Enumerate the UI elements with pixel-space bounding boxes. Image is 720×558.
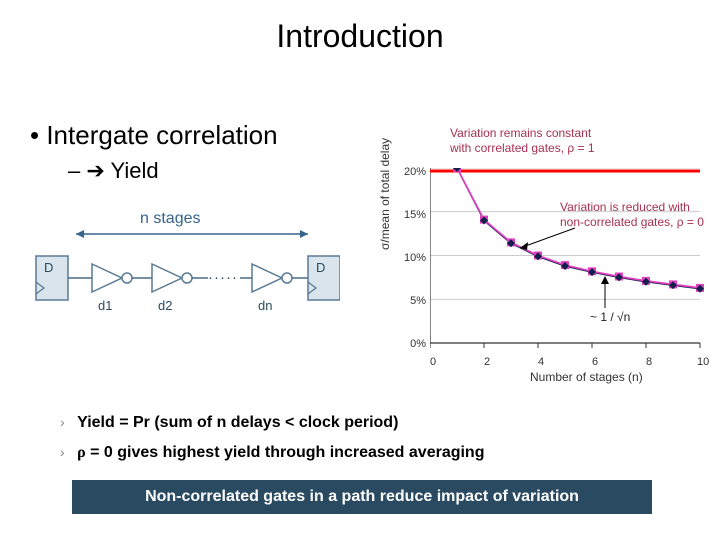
bullet2-text: Yield xyxy=(105,158,159,183)
formula-rho: ρ = 0 gives highest yield through increa… xyxy=(60,438,510,468)
d-right-label: D xyxy=(316,260,325,275)
delay-chart xyxy=(430,168,710,353)
xtick-8: 8 xyxy=(646,356,652,368)
xtick-0: 0 xyxy=(430,356,436,368)
ytick-10: 10% xyxy=(398,252,426,264)
xtick-10: 10 xyxy=(697,356,709,368)
formula-yield: Yield = Pr (sum of n delays < clock peri… xyxy=(60,408,510,438)
dots: ····· xyxy=(208,269,238,286)
rho-symbol: ρ xyxy=(77,444,86,461)
gate2-label: d2 xyxy=(158,298,172,313)
ytick-20: 20% xyxy=(398,166,426,178)
chart-ylabel: σ/mean of total delay xyxy=(378,138,392,250)
gate1-label: d1 xyxy=(98,298,112,313)
arrow-icon: ➔ xyxy=(86,158,104,183)
bullet-yield: – ➔ Yield xyxy=(68,158,159,184)
ytick-0: 0% xyxy=(398,338,426,350)
f1-text: Yield = Pr (sum of n delays < clock peri… xyxy=(77,414,398,431)
bullet-intergate: • Intergate correlation xyxy=(30,120,278,151)
xtick-2: 2 xyxy=(484,356,490,368)
annotation-noncorrelated: Variation is reduced with non-correlated… xyxy=(560,200,704,230)
chart-xlabel: Number of stages (n) xyxy=(530,370,643,384)
page-title: Introduction xyxy=(0,18,720,55)
summary-banner: Non-correlated gates in a path reduce im… xyxy=(72,480,652,514)
ytick-15: 15% xyxy=(398,209,426,221)
xtick-4: 4 xyxy=(538,356,544,368)
dash: – xyxy=(68,158,86,183)
bullet-dot: • xyxy=(30,120,46,150)
ann2-text: Variation is reduced with non-correlated… xyxy=(560,200,704,229)
ytick-5: 5% xyxy=(398,295,426,307)
formula-list: Yield = Pr (sum of n delays < clock peri… xyxy=(60,408,510,469)
f2-text: = 0 gives highest yield through increase… xyxy=(86,444,485,461)
annotation-correlated: Variation remains constant with correlat… xyxy=(450,126,595,156)
xtick-6: 6 xyxy=(592,356,598,368)
circuit-diagram: D d1 d2 ····· dn D xyxy=(30,228,340,338)
bullet1-text: Intergate correlation xyxy=(46,120,277,150)
d-left-label: D xyxy=(44,260,53,275)
stages-label: n stages xyxy=(140,210,200,228)
gaten-label: dn xyxy=(258,298,272,313)
one-over-sqrt-n: ~ 1 / √n xyxy=(590,310,630,324)
ann1-text: Variation remains constant with correlat… xyxy=(450,126,595,155)
